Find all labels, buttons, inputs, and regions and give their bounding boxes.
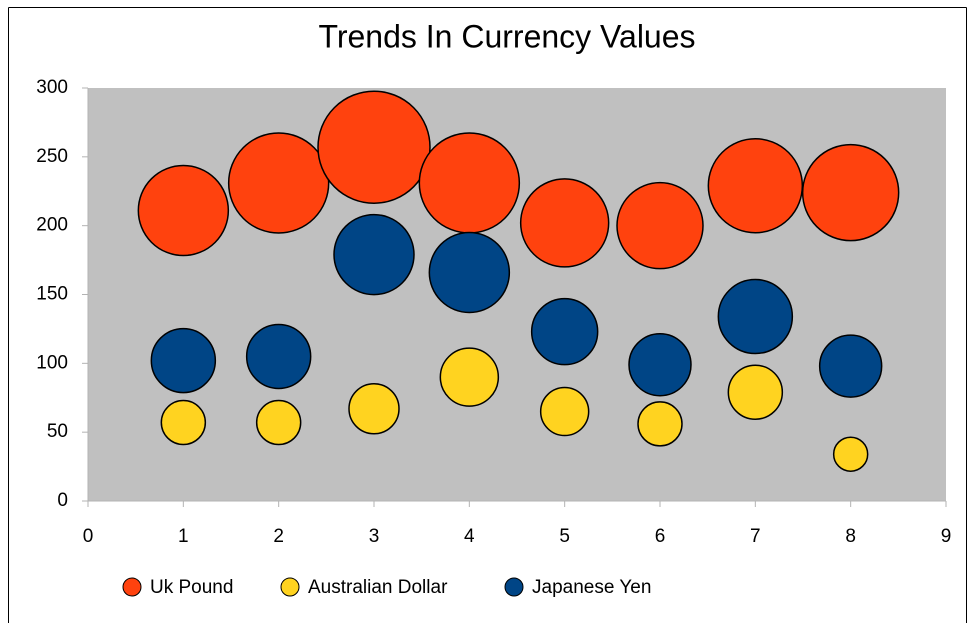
bubble bbox=[628, 332, 692, 397]
bubble bbox=[439, 347, 500, 407]
bubble bbox=[348, 383, 400, 435]
bubble bbox=[801, 143, 900, 242]
bubble bbox=[137, 164, 230, 257]
legend-marker bbox=[122, 577, 142, 597]
x-tick-label: 8 bbox=[845, 526, 856, 547]
plot-area bbox=[88, 88, 946, 501]
x-tick-label: 9 bbox=[941, 526, 952, 547]
legend-label: Uk Pound bbox=[150, 577, 233, 598]
bubble bbox=[637, 401, 683, 447]
x-tick-label: 1 bbox=[178, 526, 189, 547]
bubble bbox=[245, 323, 312, 390]
x-tick-label: 4 bbox=[464, 526, 475, 547]
bubble bbox=[707, 137, 804, 234]
chart-title: Trends In Currency Values bbox=[318, 18, 695, 54]
x-tick-label: 6 bbox=[655, 526, 666, 547]
bubble bbox=[539, 386, 590, 437]
y-tick-label: 200 bbox=[36, 215, 68, 236]
x-tick-label: 0 bbox=[83, 526, 94, 547]
y-tick-label: 250 bbox=[36, 146, 68, 167]
bubble bbox=[530, 297, 599, 366]
x-tick-label: 3 bbox=[369, 526, 380, 547]
bubble bbox=[727, 364, 784, 420]
bubble bbox=[255, 399, 302, 446]
bubble bbox=[150, 327, 217, 394]
bubble bbox=[616, 181, 704, 270]
bubble bbox=[317, 90, 431, 204]
x-tick-label: 7 bbox=[750, 526, 761, 547]
y-tick-label: 0 bbox=[57, 490, 68, 511]
bubble bbox=[818, 334, 883, 398]
y-tick-label: 150 bbox=[36, 284, 68, 305]
bubble bbox=[428, 231, 511, 314]
bubble bbox=[227, 132, 330, 234]
bubble bbox=[418, 132, 521, 234]
legend-marker bbox=[504, 577, 524, 597]
bubble bbox=[519, 178, 610, 268]
y-tick-label: 300 bbox=[36, 77, 68, 98]
legend-marker bbox=[280, 577, 300, 597]
bubble bbox=[717, 278, 794, 355]
legend-label: Japanese Yen bbox=[532, 577, 651, 598]
bubble bbox=[160, 399, 207, 446]
legend-label: Australian Dollar bbox=[308, 577, 448, 598]
x-tick-label: 2 bbox=[273, 526, 284, 547]
bubble bbox=[832, 436, 869, 472]
y-tick-label: 50 bbox=[47, 421, 68, 442]
x-tick-label: 5 bbox=[559, 526, 570, 547]
y-tick-label: 100 bbox=[36, 352, 68, 373]
bubble bbox=[333, 213, 415, 296]
